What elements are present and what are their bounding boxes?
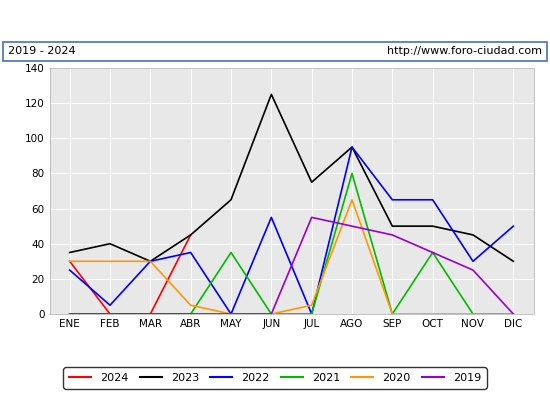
Text: http://www.foro-ciudad.com: http://www.foro-ciudad.com [387, 46, 542, 56]
Text: Evolucion Nº Turistas Extranjeros en el municipio de Aliaga: Evolucion Nº Turistas Extranjeros en el … [53, 14, 497, 28]
Legend: 2024, 2023, 2022, 2021, 2020, 2019: 2024, 2023, 2022, 2021, 2020, 2019 [63, 368, 487, 388]
Text: 2019 - 2024: 2019 - 2024 [8, 46, 76, 56]
